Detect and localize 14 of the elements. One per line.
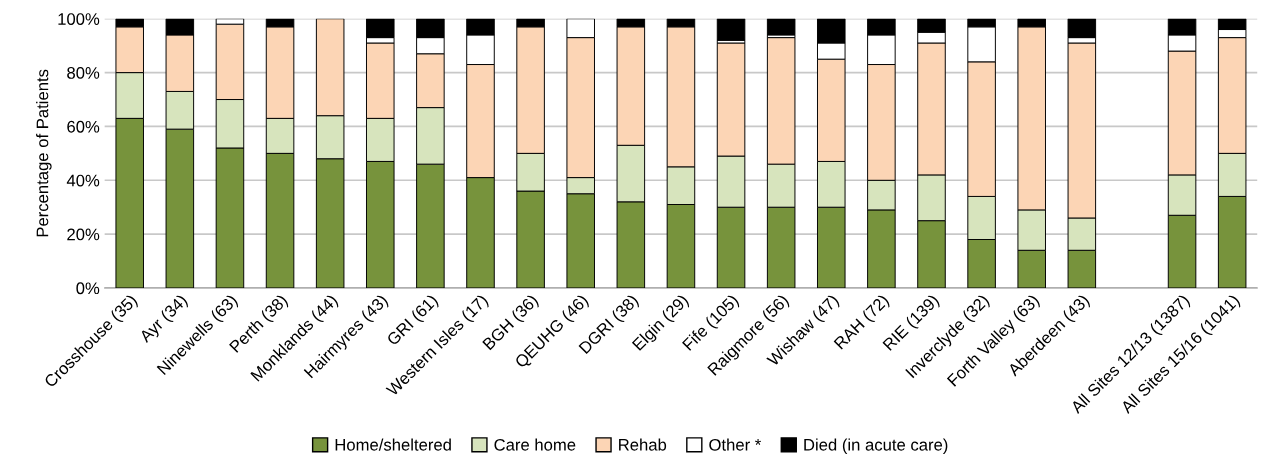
legend-label: Rehab [619, 438, 667, 451]
bar [716, 18, 746, 41]
y-tick-label: 80% [67, 67, 100, 79]
legend-label: Other * [709, 438, 762, 451]
y-tick-label: 100% [58, 13, 100, 25]
y-tick-label: 60% [67, 120, 100, 133]
y-tick-label: 40% [66, 174, 100, 187]
legend-label: Care home [494, 438, 576, 451]
y-tick-label: 20% [67, 228, 100, 241]
bar [766, 18, 796, 36]
legend-label: Died (in acute care) [804, 438, 948, 454]
y-axis-title: Percentage of Patients [36, 69, 52, 237]
legend-label: Home/sheltered [335, 438, 451, 451]
y-tick-label: 0% [76, 282, 100, 295]
